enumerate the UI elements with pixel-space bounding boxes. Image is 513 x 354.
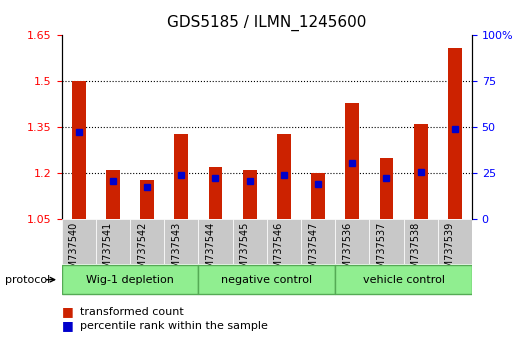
Text: negative control: negative control <box>221 275 312 285</box>
Text: ■: ■ <box>62 319 73 332</box>
FancyBboxPatch shape <box>130 219 164 264</box>
FancyBboxPatch shape <box>335 266 472 294</box>
FancyBboxPatch shape <box>267 219 301 264</box>
Bar <box>345 103 359 219</box>
FancyBboxPatch shape <box>335 219 369 264</box>
Title: GDS5185 / ILMN_1245600: GDS5185 / ILMN_1245600 <box>167 15 366 31</box>
FancyBboxPatch shape <box>164 219 199 264</box>
FancyBboxPatch shape <box>62 219 96 264</box>
Text: GSM737540: GSM737540 <box>69 222 78 281</box>
Text: GSM737544: GSM737544 <box>206 222 215 281</box>
FancyBboxPatch shape <box>404 219 438 264</box>
FancyBboxPatch shape <box>62 266 199 294</box>
Bar <box>414 124 427 219</box>
Bar <box>243 170 256 219</box>
Text: vehicle control: vehicle control <box>363 275 445 285</box>
Text: GSM737547: GSM737547 <box>308 222 318 281</box>
FancyBboxPatch shape <box>96 219 130 264</box>
Text: protocol: protocol <box>5 275 50 285</box>
Bar <box>380 158 393 219</box>
FancyBboxPatch shape <box>369 219 404 264</box>
Text: GSM737545: GSM737545 <box>240 222 250 281</box>
Text: GSM737546: GSM737546 <box>274 222 284 281</box>
Text: GSM737537: GSM737537 <box>377 222 386 281</box>
Text: Wig-1 depletion: Wig-1 depletion <box>86 275 174 285</box>
Text: percentile rank within the sample: percentile rank within the sample <box>80 321 267 331</box>
Text: GSM737541: GSM737541 <box>103 222 113 281</box>
Bar <box>174 133 188 219</box>
Bar <box>311 173 325 219</box>
Text: ■: ■ <box>62 305 73 318</box>
Bar <box>106 170 120 219</box>
Text: transformed count: transformed count <box>80 307 183 316</box>
Bar <box>448 48 462 219</box>
Bar <box>72 81 86 219</box>
FancyBboxPatch shape <box>232 219 267 264</box>
FancyBboxPatch shape <box>199 219 232 264</box>
Bar <box>209 167 222 219</box>
Text: GSM737538: GSM737538 <box>411 222 421 281</box>
Bar <box>277 133 291 219</box>
Text: GSM737543: GSM737543 <box>171 222 181 281</box>
Bar <box>140 179 154 219</box>
FancyBboxPatch shape <box>301 219 335 264</box>
FancyBboxPatch shape <box>199 266 335 294</box>
Text: GSM737536: GSM737536 <box>342 222 352 281</box>
Text: GSM737539: GSM737539 <box>445 222 455 281</box>
FancyBboxPatch shape <box>438 219 472 264</box>
Text: GSM737542: GSM737542 <box>137 222 147 281</box>
